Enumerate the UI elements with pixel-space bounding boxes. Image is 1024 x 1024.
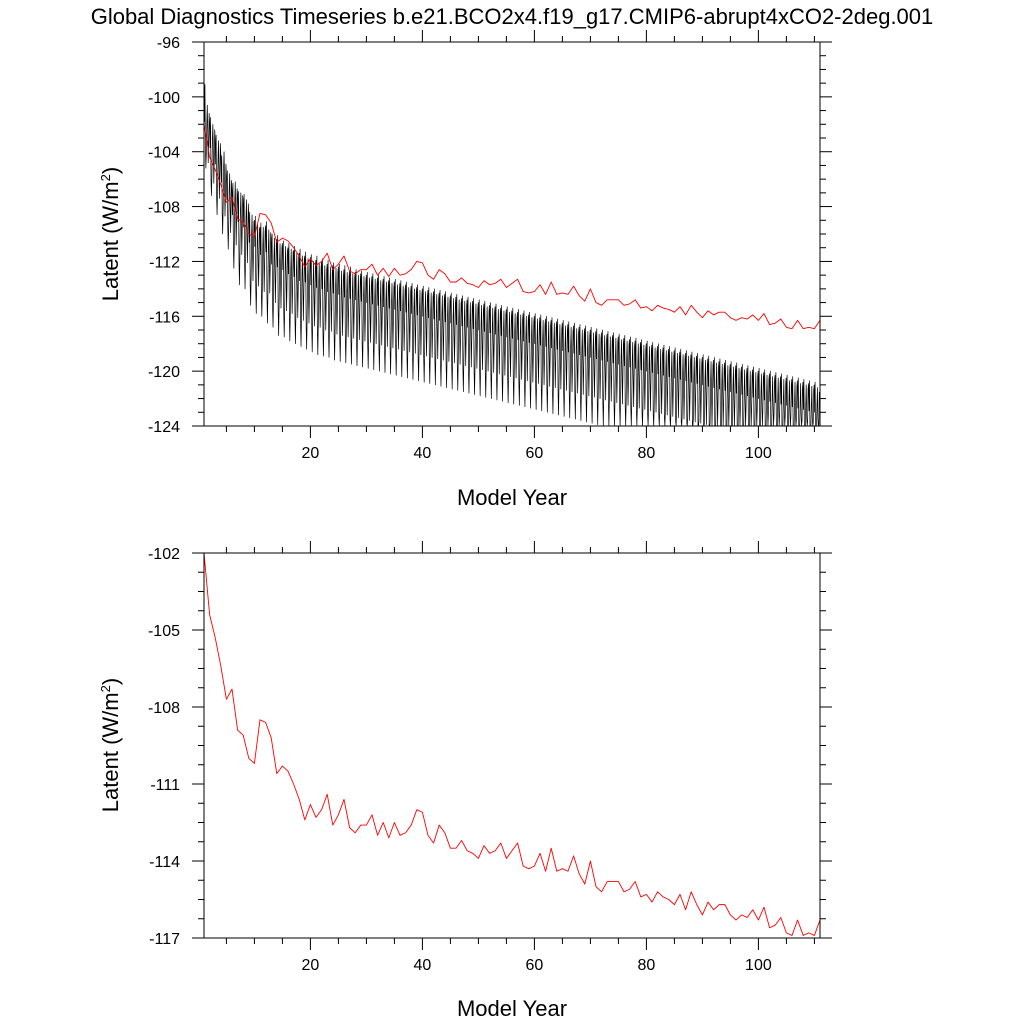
bottom-panel-y-axis-label-base: Latent (W/m bbox=[98, 692, 123, 812]
top-panel-y-tick-label: -112 bbox=[149, 254, 180, 271]
figure-title: Global Diagnostics Timeseries b.e21.BCO2… bbox=[91, 4, 934, 29]
bottom-panel-series-annual-line bbox=[203, 552, 821, 936]
top-panel-x-tick-label: 20 bbox=[302, 445, 320, 462]
bottom-panel-x-tick-label: 60 bbox=[526, 957, 544, 974]
top-panel-x-tick-label: 60 bbox=[526, 445, 544, 462]
bottom-panel-x-axis-label: Model Year bbox=[457, 996, 567, 1021]
bottom-panel-x-tick-labels: 20 40 60 80 100 bbox=[302, 957, 772, 974]
bottom-panel-x-tick-label: 40 bbox=[414, 957, 432, 974]
bottom-panel-y-tick-labels: -117 -114 -111 -108 -105 -102 bbox=[148, 546, 180, 948]
top-panel-y-axis-label-end: ) bbox=[98, 167, 123, 174]
top-panel-y-axis-label-sup: 2 bbox=[98, 174, 113, 181]
top-panel-y-tick-label: -108 bbox=[148, 200, 180, 217]
top-panel-y-tick-label: -116 bbox=[149, 309, 180, 326]
bottom-panel-x-tick-label: 100 bbox=[745, 957, 772, 974]
top-panel-y-tick-label: -100 bbox=[148, 90, 180, 107]
bottom-panel-frame bbox=[203, 552, 821, 939]
top-panel-y-tick-labels: -124 -120 -116 -112 -108 -104 -100 -96 bbox=[148, 35, 180, 436]
top-panel-y-axis-label-base: Latent (W/m bbox=[98, 181, 123, 301]
top-panel-y-tick-label: -104 bbox=[148, 145, 180, 162]
bottom-panel-x-tick-label: 20 bbox=[302, 957, 320, 974]
bottom-panel-series bbox=[203, 552, 821, 936]
top-panel-x-tick-label: 40 bbox=[414, 445, 432, 462]
top-panel-y-tick-label: -120 bbox=[148, 364, 180, 381]
top-panel-x-tick-labels: 20 40 60 80 100 bbox=[302, 445, 772, 462]
bottom-panel-y-axis-label-sup: 2 bbox=[98, 685, 113, 692]
top-panel-y-tick-label: -124 bbox=[148, 419, 180, 436]
bottom-panel-y-axis-label: Latent (W/m2) bbox=[98, 678, 123, 812]
top-panel-ticks bbox=[192, 30, 832, 438]
bottom-panel-y-tick-label: -105 bbox=[148, 623, 180, 640]
top-panel-x-axis-label: Model Year bbox=[457, 485, 567, 510]
top-panel: -124 -120 -116 -112 -108 -104 -100 -96 20 40 60 80… bbox=[98, 30, 832, 510]
bottom-panel-y-tick-label: -114 bbox=[149, 854, 180, 871]
top-panel-y-axis-label: Latent (W/m2) bbox=[98, 167, 123, 301]
bottom-panel-y-tick-label: -117 bbox=[149, 931, 180, 948]
bottom-panel-y-tick-label: -102 bbox=[148, 546, 180, 563]
bottom-panel-x-tick-label: 80 bbox=[638, 957, 656, 974]
top-panel-series bbox=[203, 84, 821, 427]
top-panel-y-tick-label: -96 bbox=[157, 35, 180, 52]
top-panel-x-tick-label: 80 bbox=[638, 445, 656, 462]
top-panel-x-tick-label: 100 bbox=[745, 445, 772, 462]
bottom-panel: -117 -114 -111 -108 -105 -102 20 40 60 80 100 Mod… bbox=[98, 541, 832, 1021]
bottom-panel-y-tick-label: -108 bbox=[148, 700, 180, 717]
bottom-panel-y-axis-label-end: ) bbox=[98, 678, 123, 685]
bottom-panel-y-tick-label: -111 bbox=[150, 777, 180, 794]
top-panel-series-monthly-line bbox=[203, 84, 820, 427]
top-panel-series-annual-line bbox=[203, 124, 821, 330]
bottom-panel-ticks bbox=[192, 541, 832, 950]
